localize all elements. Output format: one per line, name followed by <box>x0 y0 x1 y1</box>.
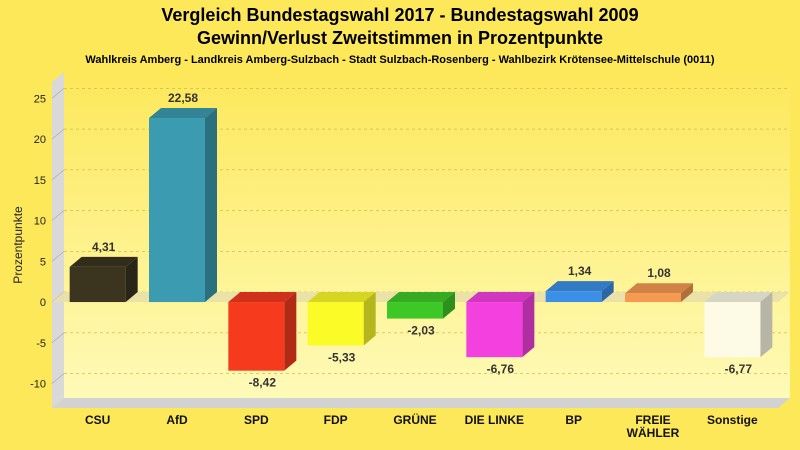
bar-side <box>443 292 455 319</box>
chart-subtitle: Wahlkreis Amberg - Landkreis Amberg-Sulz… <box>85 54 715 66</box>
bar <box>228 292 297 371</box>
x-tick-label: BP <box>565 413 582 427</box>
bar-value-label: -8,42 <box>249 376 277 390</box>
bar <box>69 256 138 303</box>
bar-side <box>522 292 535 358</box>
chart-title-line-2: Gewinn/Verlust Zweitstimmen in Prozentpu… <box>196 28 604 48</box>
y-tick-label: 5 <box>40 256 46 268</box>
x-tick-label: FDP <box>324 413 348 427</box>
bar-front <box>704 302 761 358</box>
bar-side <box>284 292 297 371</box>
bar-side <box>125 256 138 303</box>
bar-value-label: -6,77 <box>725 362 753 376</box>
bar <box>545 281 614 303</box>
bar-top <box>69 256 138 267</box>
y-tick-label: 20 <box>34 134 46 146</box>
bar-side <box>363 292 376 346</box>
y-gridline-wall <box>51 169 65 181</box>
y-gridline-wall <box>51 373 65 384</box>
bar-side <box>760 292 773 358</box>
bar-front <box>228 302 285 371</box>
bar-top <box>704 292 773 303</box>
y-tick-label: -10 <box>30 379 46 391</box>
bar-top <box>545 281 614 292</box>
x-tick-label: DIE LINKE <box>465 413 524 427</box>
bar-value-label: 1,08 <box>647 266 671 280</box>
bar <box>387 292 455 319</box>
y-tick-label: 15 <box>34 175 46 187</box>
x-tick-label: GRÜNE <box>393 412 436 427</box>
x-tick-label: CSU <box>85 413 110 427</box>
y-tick-label: 25 <box>34 93 46 105</box>
bar-top <box>307 292 376 303</box>
bar-top <box>466 292 535 303</box>
bar-value-label: -6,76 <box>487 362 515 376</box>
bar <box>704 292 773 358</box>
bar-value-label: 22,58 <box>168 91 198 105</box>
bar-front <box>149 118 205 303</box>
bar <box>149 108 217 303</box>
bar <box>307 292 376 346</box>
bar-value-label: 4,31 <box>92 240 116 254</box>
y-gridline-wall <box>51 251 65 262</box>
bar-side <box>681 283 693 303</box>
bar-top <box>228 292 297 303</box>
bar <box>466 292 535 358</box>
bar-front <box>545 291 602 303</box>
y-gridline-wall <box>51 88 65 99</box>
bar <box>625 283 693 303</box>
bar-top <box>387 292 455 303</box>
plot-left-wall <box>52 72 64 408</box>
bar-front <box>625 293 681 303</box>
plot-floor <box>52 398 790 408</box>
y-axis-label: Prozentpunkte <box>11 206 25 284</box>
bar-front <box>466 302 523 358</box>
bar-top <box>625 283 693 294</box>
bar-side <box>205 108 217 303</box>
y-tick-label: 10 <box>34 216 46 228</box>
x-tick-label: WÄHLER <box>627 425 680 440</box>
bar-front <box>307 302 364 346</box>
y-gridline-wall <box>51 128 65 140</box>
bar-value-label: -2,03 <box>407 324 435 338</box>
y-gridline-wall <box>51 332 65 344</box>
bar-value-label: -5,33 <box>328 350 356 364</box>
y-tick-label: 0 <box>40 297 46 309</box>
bar-side <box>601 281 614 303</box>
y-tick-label: -5 <box>36 338 46 350</box>
x-tick-label: SPD <box>244 413 269 427</box>
bar-front <box>69 266 126 303</box>
bar-value-label: 1,34 <box>568 264 592 278</box>
x-tick-label: Sonstige <box>707 413 758 427</box>
x-tick-label: FREIE <box>635 413 670 427</box>
chart-title-line-1: Vergleich Bundestagswahl 2017 - Bundesta… <box>161 5 639 25</box>
y-gridline-wall <box>51 210 65 221</box>
x-tick-label: AfD <box>166 413 188 427</box>
bar-front <box>387 302 443 319</box>
bar-top <box>149 108 217 119</box>
